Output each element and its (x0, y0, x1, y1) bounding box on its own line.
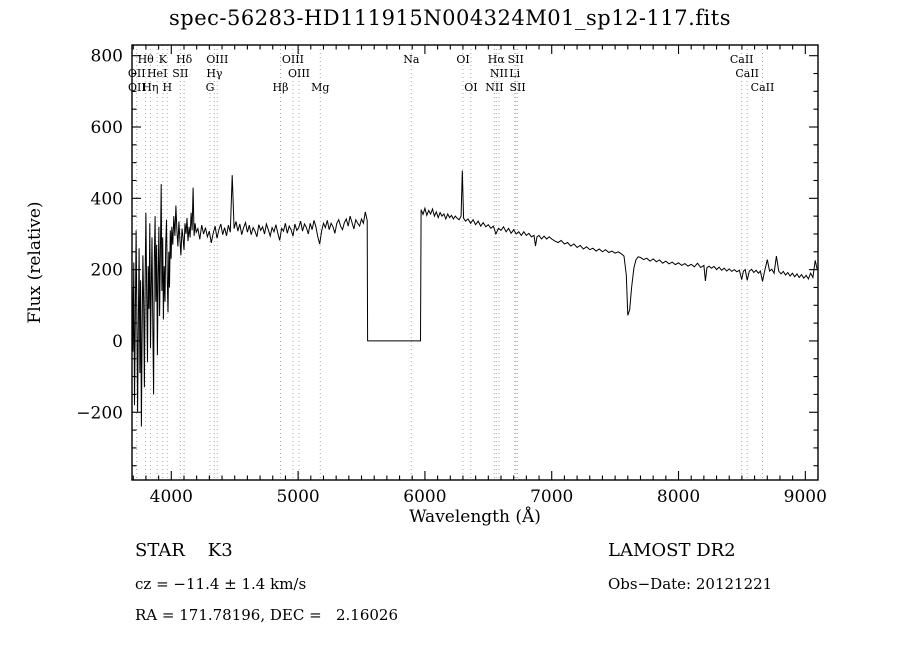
svg-text:OIII: OIII (206, 53, 228, 66)
svg-text:CaII: CaII (730, 53, 754, 66)
svg-text:OI: OI (456, 53, 469, 66)
svg-text:Hδ: Hδ (176, 53, 193, 66)
svg-text:NII: NII (485, 81, 503, 94)
svg-text:Hη: Hη (142, 81, 158, 94)
svg-text:NII: NII (490, 67, 508, 80)
svg-text:0: 0 (112, 332, 123, 352)
svg-text:800: 800 (91, 47, 123, 67)
svg-text:Hα: Hα (488, 53, 506, 66)
svg-text:9000: 9000 (784, 487, 827, 507)
svg-text:5000: 5000 (276, 487, 319, 507)
svg-text:−200: −200 (76, 403, 123, 423)
svg-text:Na: Na (403, 53, 420, 66)
svg-text:HeI: HeI (147, 67, 167, 80)
svg-text:K: K (159, 53, 168, 66)
spectral-line-markers (136, 45, 763, 480)
svg-text:SII: SII (508, 53, 524, 66)
y-axis-label: Flux (relative) (25, 201, 45, 323)
svg-text:OIII: OIII (282, 53, 304, 66)
svg-text:G: G (206, 81, 215, 94)
object-class-label: STAR K3 (135, 540, 233, 561)
svg-text:CaII: CaII (735, 67, 759, 80)
radial-velocity-label: cz = −11.4 ± 1.4 km/s (135, 575, 307, 593)
obs-date-label: Obs−Date: 20121221 (608, 575, 773, 593)
svg-text:SII: SII (509, 81, 525, 94)
svg-text:200: 200 (91, 261, 123, 281)
svg-text:400: 400 (91, 189, 123, 209)
svg-text:SII: SII (172, 67, 188, 80)
svg-text:Hβ: Hβ (273, 81, 289, 94)
svg-text:OII: OII (128, 81, 146, 94)
x-axis-label: Wavelength (Å) (409, 506, 541, 527)
svg-text:Hθ: Hθ (138, 53, 155, 66)
ra-dec-label: RA = 171.78196, DEC = 2.16026 (135, 606, 399, 624)
spectrum-trace (131, 170, 818, 427)
svg-text:CaII: CaII (751, 81, 775, 94)
svg-text:7000: 7000 (530, 487, 573, 507)
svg-text:600: 600 (91, 118, 123, 138)
spectrum-plot: 4000 5000 6000 7000 8000 9000 −200 0 200 400 600 80… (25, 44, 827, 527)
chart-title: spec-56283-HD111915N004324M01_sp12-117.f… (169, 6, 731, 30)
svg-text:Hγ: Hγ (206, 67, 223, 80)
svg-text:OIII: OIII (288, 67, 310, 80)
svg-text:8000: 8000 (657, 487, 700, 507)
svg-text:OII: OII (128, 67, 146, 80)
svg-text:4000: 4000 (150, 487, 193, 507)
axis-text: 4000 5000 6000 7000 8000 9000 −200 0 200 400 600 80… (25, 47, 827, 527)
svg-text:OI: OI (464, 81, 477, 94)
svg-text:6000: 6000 (403, 487, 446, 507)
survey-label: LAMOST DR2 (608, 540, 736, 561)
svg-text:Li: Li (509, 67, 520, 80)
svg-text:Mg: Mg (311, 81, 329, 94)
svg-text:H: H (163, 81, 173, 94)
plot-frame-and-ticks (131, 44, 819, 481)
